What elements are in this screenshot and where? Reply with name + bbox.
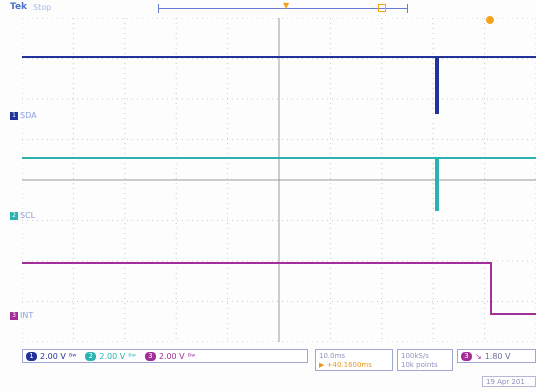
bandwidth-icon: ᴮʷ bbox=[68, 351, 77, 361]
record-view-bar bbox=[158, 4, 408, 13]
trigger-level-marker bbox=[486, 16, 494, 24]
timebase-readout[interactable]: 10.0ms ▶ +40.1600ms bbox=[315, 349, 393, 371]
vertical-readout[interactable]: 1 2.00 V ᴮʷ 2 2.00 V ᴮʷ 3 2.00 V ᴮʷ bbox=[22, 349, 308, 363]
bandwidth-icon: ᴮʷ bbox=[128, 351, 136, 361]
channel-3-label[interactable]: 3 INT bbox=[10, 311, 33, 320]
date-readout: 19 Apr 201 bbox=[482, 376, 536, 387]
delay-icon: ▶ bbox=[319, 361, 325, 369]
channel-2-label[interactable]: 2 SCL bbox=[10, 211, 35, 220]
bandwidth-icon: ᴮʷ bbox=[187, 351, 196, 361]
trace-sda bbox=[22, 56, 536, 114]
trigger-readout[interactable]: 3 ↘ 1.80 V bbox=[457, 349, 536, 363]
trigger-view-marker bbox=[378, 4, 386, 12]
acquisition-state: Stop bbox=[33, 3, 52, 12]
trigger-position-marker: ▼ bbox=[283, 1, 290, 10]
brand-logo: Tek bbox=[10, 2, 28, 12]
trace-int bbox=[22, 262, 536, 315]
channel-1-label[interactable]: 1 SDA bbox=[10, 111, 37, 120]
trace-scl bbox=[22, 157, 536, 211]
falling-edge-icon: ↘ bbox=[475, 351, 482, 361]
acquisition-readout[interactable]: 100kS/s 10k points bbox=[397, 349, 453, 371]
graticule bbox=[22, 18, 536, 342]
